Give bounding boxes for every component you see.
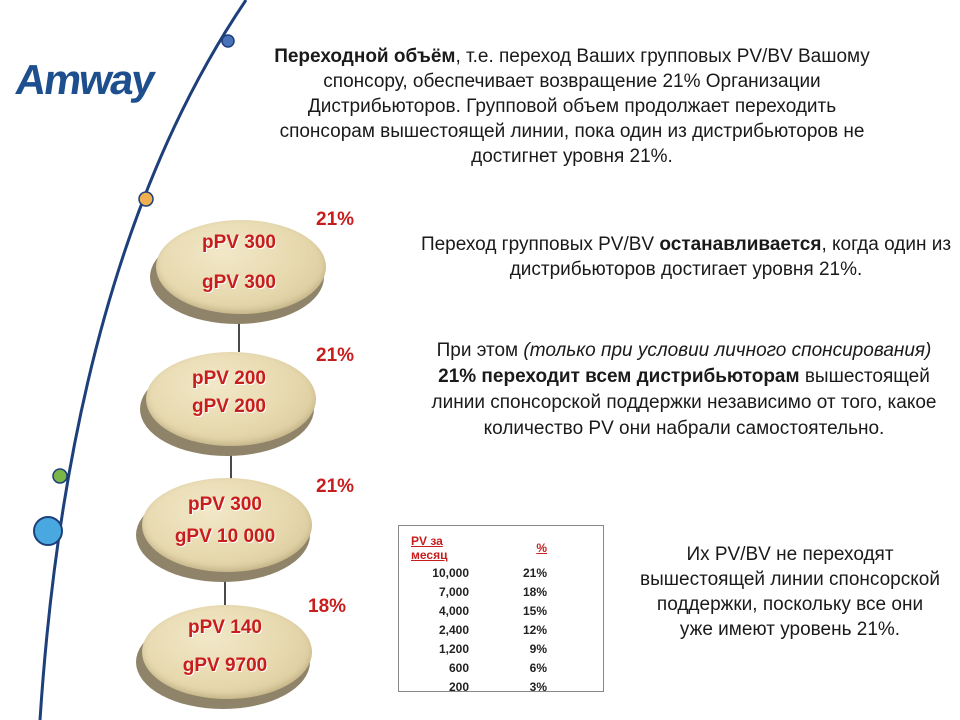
intro-text: , т.е. переход Ваших групповых PV/BV Ваш… (279, 46, 870, 167)
table-cell-pv: 7,000 (438, 585, 469, 599)
intro-bold: Переходной объём (274, 46, 456, 67)
condition-after: вышестоящей линии спонсорской поддержки … (431, 366, 937, 439)
level-disc-2: pPV 200 gPV 200 (140, 352, 318, 460)
arc-dot-green (52, 468, 68, 484)
disc-ppv: pPV 300 (202, 232, 276, 253)
disc-face (142, 605, 312, 699)
table-header-pv: PV за месяц (411, 534, 448, 562)
bottom-text: Их PV/BV не переходят вышестоящей линии … (640, 544, 940, 640)
level-percent-1: 21% (316, 209, 355, 230)
level-disc-4: pPV 140 gPV 9700 (136, 605, 314, 713)
connector-line (238, 310, 240, 352)
table-row: 2,400 12% (411, 621, 547, 640)
disc-gpv: gPV 200 (192, 396, 266, 417)
table-cell-pv: 2,400 (438, 623, 469, 637)
stop-bold: останавливается (659, 234, 822, 255)
table-cell-percent: 21% (522, 566, 547, 580)
disc-gpv: gPV 9700 (182, 655, 268, 676)
disc-ppv: pPV 300 (188, 494, 262, 515)
table-cell-percent: 15% (522, 604, 547, 618)
disc-ppv: pPV 140 (188, 617, 262, 638)
level-disc-1: pPV 300 gPV 300 (150, 220, 328, 328)
stop-paragraph: Переход групповых PV/BV останавливается,… (416, 232, 956, 282)
stop-text-before: Переход групповых PV/BV (420, 234, 660, 255)
condition-paragraph: При этом (только при условии личного спо… (424, 338, 944, 442)
condition-bold: 21% переходит всем дистрибьюторам (438, 366, 800, 387)
stop-text-after: , когда один из дистрибьюторов достигает… (509, 234, 952, 280)
level-percent-2: 21% (316, 345, 355, 366)
table-cell-pv: 600 (448, 661, 469, 675)
arc-dot-blue (221, 34, 235, 48)
intro-paragraph: Переходной объём, т.е. переход Ваших гру… (262, 44, 882, 169)
disc-ppv: pPV 200 (192, 368, 266, 389)
connector-line (224, 577, 226, 605)
pv-percent-table: PV за месяц % 10,000 21% 7,000 18% 4,000 15… (398, 525, 604, 694)
table-cell-percent: 3% (529, 680, 547, 694)
disc-gpv: gPV 300 (202, 272, 276, 293)
amway-logo: Amway (12, 56, 157, 103)
arc-dot-orange (138, 191, 154, 207)
condition-italic: (только при условии личного спонсировани… (523, 340, 932, 361)
table-header-percent: % (536, 541, 547, 555)
table-row: 10,000 21% (411, 564, 547, 583)
table-cell-percent: 12% (522, 623, 547, 637)
table-cell-pv: 10,000 (432, 566, 469, 580)
table-row: 1,200 9% (411, 640, 547, 659)
table-cell-percent: 6% (529, 661, 547, 675)
condition-before: При этом (436, 340, 524, 361)
table-cell-percent: 9% (529, 642, 547, 656)
bottom-paragraph: Их PV/BV не переходят вышестоящей линии … (640, 542, 940, 642)
table-cell-pv: 1,200 (438, 642, 469, 656)
level-percent-3: 21% (316, 476, 355, 497)
table-row: 7,000 18% (411, 583, 547, 602)
table-row: 200 3% (411, 678, 547, 697)
table-row: 4,000 15% (411, 602, 547, 621)
level-percent-4: 18% (308, 596, 347, 617)
disc-face (146, 352, 316, 446)
table-cell-percent: 18% (522, 585, 547, 599)
disc-gpv: gPV 10 000 (174, 526, 276, 547)
pv-table: PV за месяц % 10,000 21% 7,000 18% 4,000 15… (411, 534, 547, 697)
level-disc-3: pPV 300 gPV 10 000 (136, 478, 314, 586)
table-row: 600 6% (411, 659, 547, 678)
arc-dot-cyan (33, 516, 63, 546)
disc-face (142, 478, 312, 572)
disc-face (156, 220, 326, 314)
table-cell-pv: 200 (448, 680, 469, 694)
connector-line (230, 450, 232, 480)
table-cell-pv: 4,000 (438, 604, 469, 618)
